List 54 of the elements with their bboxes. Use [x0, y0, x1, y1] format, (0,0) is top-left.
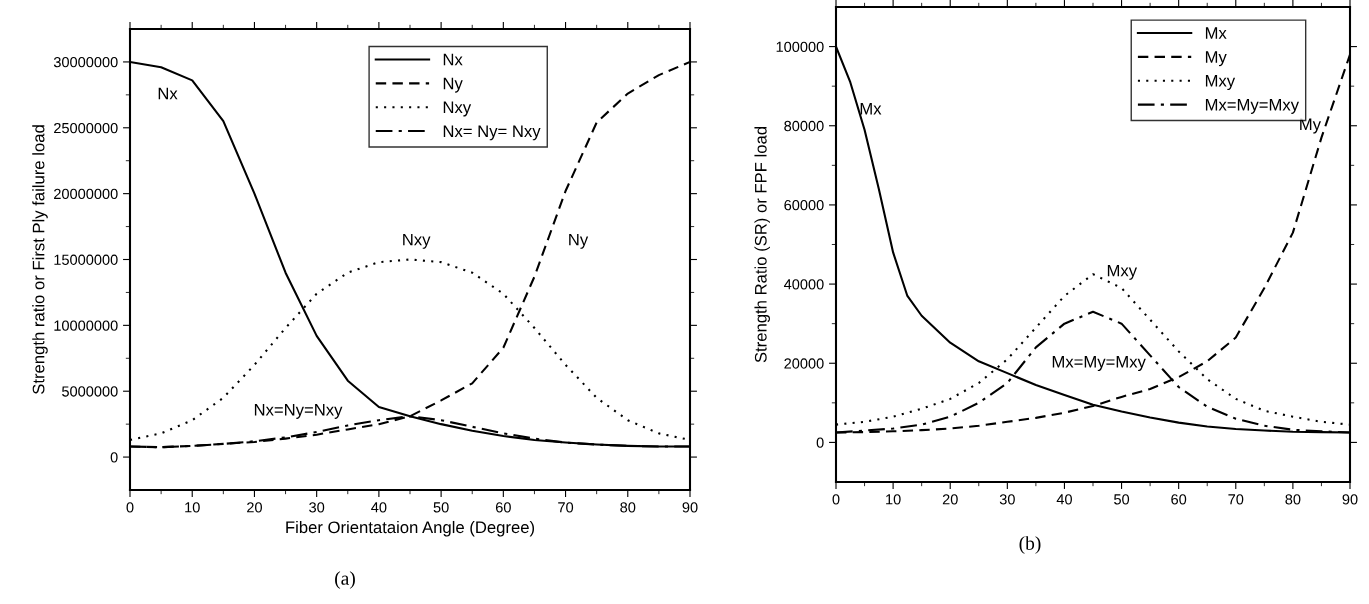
legend-label: My: [1205, 51, 1227, 67]
y-axis-title: Strength ratio or First Ply failure load: [32, 125, 48, 394]
text: (a): [335, 571, 355, 589]
x-tick-label: 60: [1171, 494, 1187, 505]
y-tick-label: 20000000: [54, 188, 118, 200]
x-tick-label: 50: [1114, 494, 1130, 505]
x-tick-label: 30: [309, 502, 325, 513]
annotation: Mx=My=Mxy: [1052, 356, 1146, 372]
y-tick-label: 0: [110, 452, 118, 463]
x-tick-label: 10: [886, 494, 901, 505]
y-axis-title: Strength Ratio (SR) or FPF load: [754, 127, 770, 363]
legend-label: Nx= Ny= Nxy: [443, 125, 541, 141]
y-tick-label: 5000000: [62, 386, 118, 397]
x-axis-title: Fiber Orientataion Angle (Degree): [286, 520, 535, 537]
legend-label: Ny: [443, 77, 463, 93]
x-tick-label: 70: [1228, 494, 1244, 505]
y-tick-label: 60000: [784, 200, 824, 211]
y-tick-label: 15000000: [54, 254, 118, 265]
x-tick-label: 0: [832, 494, 840, 505]
y-tick-label: 25000000: [54, 122, 118, 134]
text: (b): [1019, 536, 1041, 554]
y-tick-label: 80000: [784, 120, 824, 132]
x-tick-label: 40: [1056, 494, 1072, 505]
y-tick-label: 20000: [784, 358, 824, 369]
annotation: Mx: [860, 102, 882, 115]
annotation: Nxy: [403, 233, 431, 249]
annotation: Nx=Ny=Nxy: [254, 404, 343, 419]
annotation: Nx: [158, 87, 178, 100]
x-tick-label: 30: [999, 494, 1015, 505]
y-tick-label: 10000000: [54, 320, 118, 331]
x-tick-label: 90: [1342, 494, 1358, 505]
x-tick-label: 80: [1285, 494, 1301, 505]
legend-label: Mxy: [1205, 75, 1236, 91]
x-tick-label: 20: [247, 502, 262, 513]
annotation: My: [1300, 118, 1321, 134]
legend-label: Nxy: [443, 101, 472, 117]
y-tick-label: 0: [816, 437, 824, 448]
x-tick-label: 0: [126, 502, 134, 513]
y-tick-label: 30000000: [53, 57, 118, 68]
x-tick-label: 80: [620, 502, 636, 513]
legend-label: Mx=My=Mxy: [1205, 98, 1299, 114]
legend-label: Mx: [1205, 27, 1227, 39]
x-tick-label: 50: [433, 502, 449, 513]
legend-label: Nx: [443, 53, 463, 66]
annotation: Mxy: [1107, 264, 1138, 280]
annotation: Ny: [569, 233, 589, 249]
x-tick-label: 40: [371, 502, 387, 513]
x-tick-label: 60: [495, 502, 511, 513]
x-tick-label: 90: [682, 502, 698, 513]
x-tick-label: 70: [558, 502, 574, 513]
y-tick-label: 100000: [776, 41, 824, 53]
x-tick-label: 10: [185, 502, 200, 513]
y-tick-label: 40000: [783, 279, 824, 290]
x-tick-label: 20: [942, 494, 958, 505]
